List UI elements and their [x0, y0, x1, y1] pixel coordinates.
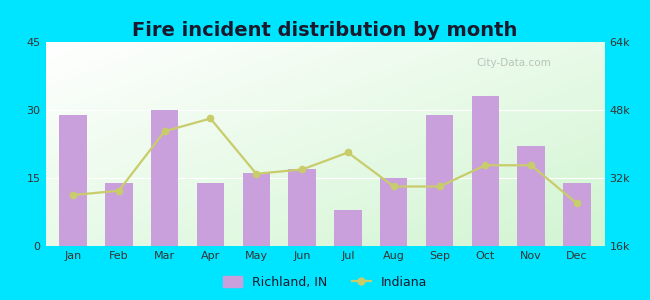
Bar: [564, 182, 591, 246]
Bar: [242, 173, 270, 246]
Text: City-Data.com: City-Data.com: [476, 58, 551, 68]
Bar: [105, 182, 133, 246]
Bar: [472, 96, 499, 246]
Text: Fire incident distribution by month: Fire incident distribution by month: [133, 21, 517, 40]
Bar: [197, 182, 224, 246]
Bar: [517, 146, 545, 246]
Bar: [380, 178, 408, 246]
Bar: [151, 110, 178, 246]
Bar: [426, 115, 453, 246]
Legend: Richland, IN, Indiana: Richland, IN, Indiana: [218, 271, 432, 294]
Bar: [334, 210, 361, 246]
Bar: [59, 115, 86, 246]
Bar: [289, 169, 316, 246]
